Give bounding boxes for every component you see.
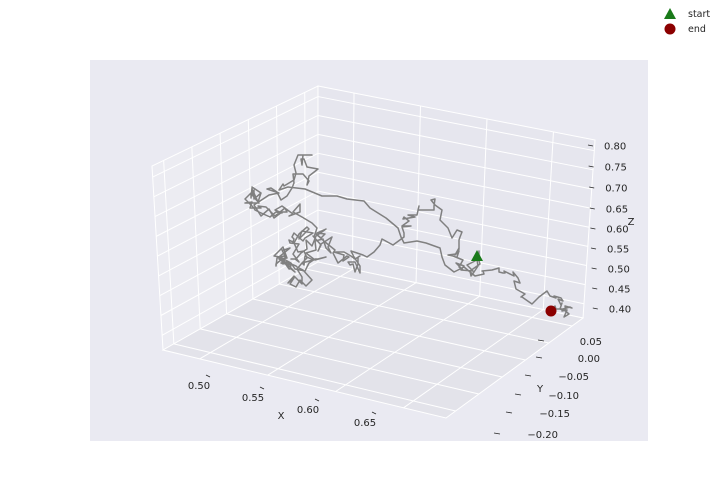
y-grid-left — [247, 119, 254, 299]
x-grid-back — [542, 131, 554, 310]
legend-start-marker — [664, 8, 676, 19]
z-grid-back — [317, 133, 592, 190]
y-grid-left — [163, 160, 175, 344]
z-grid-left — [154, 133, 319, 218]
y-grid-floor — [305, 268, 573, 327]
x-tick-label: 0.65 — [354, 418, 376, 429]
z-grid-back — [317, 228, 586, 286]
y-tick-label: −0.10 — [548, 391, 579, 402]
z-tick-label: 0.70 — [605, 184, 627, 195]
walk-path — [244, 154, 573, 318]
y-tick-mark — [524, 374, 532, 377]
axis-panes — [151, 85, 596, 419]
z-tick-label: 0.55 — [607, 245, 629, 256]
y-axis-label: Y — [536, 384, 544, 395]
z-grid-back — [317, 96, 595, 152]
y-grid-floor — [279, 283, 549, 344]
z-grid-left — [153, 115, 319, 198]
x-grid-floor — [267, 282, 417, 376]
z-tick-label: 0.80 — [604, 142, 626, 153]
y-grid-floor — [252, 298, 526, 361]
z-grid-left — [155, 152, 319, 237]
z-grid-left — [161, 247, 319, 336]
x-grid-back — [351, 93, 355, 270]
z-tick-mark — [587, 144, 594, 147]
start-marker — [471, 250, 483, 261]
y-tick-mark — [514, 393, 522, 396]
y-tick-mark — [537, 339, 545, 342]
x-tick-mark — [371, 411, 377, 415]
z-tick-mark — [590, 247, 597, 250]
axis-labels: X Y Z — [278, 217, 635, 422]
z-tick-mark — [592, 287, 598, 290]
z-grid-back — [317, 152, 591, 209]
y-grid-left — [219, 133, 228, 314]
x-tick-label: 0.60 — [297, 405, 319, 416]
x-grid-floor — [335, 295, 480, 392]
z-grid-left — [159, 209, 319, 297]
z-tick-mark — [588, 165, 594, 168]
legend-end-label: end — [688, 24, 706, 35]
legend-start-label: start — [688, 9, 710, 20]
legend: start end — [664, 8, 710, 35]
z-grid-back — [317, 114, 594, 171]
y-tick-mark — [505, 411, 513, 414]
z-tick-label: 0.65 — [606, 205, 628, 216]
y-tick-label: 0.05 — [580, 337, 602, 348]
z-tick-mark — [592, 307, 598, 310]
z-tick-mark — [589, 186, 595, 189]
z-tick-label: 0.45 — [608, 285, 630, 296]
endpoint-markers — [471, 250, 557, 317]
y-grid-left — [191, 146, 201, 329]
x-tick-mark — [259, 386, 265, 390]
random-walk-line — [244, 154, 573, 318]
x-axis-label: X — [278, 411, 285, 422]
y-grid-floor — [173, 343, 456, 412]
y-grid-floor — [200, 328, 479, 395]
x-grid-back — [415, 105, 421, 283]
x-grid-floor — [199, 268, 353, 360]
floor-pane — [161, 261, 585, 419]
tick-labels: 0.50 0.55 0.60 0.65 0.05 0.00 −0.05 −0.10 −0.15 −… — [188, 142, 631, 442]
z-tick-label: 0.40 — [609, 305, 631, 316]
y-tick-mark — [493, 432, 501, 435]
end-marker — [545, 305, 557, 317]
z-grid-left — [158, 190, 319, 277]
z-grid-left — [152, 96, 319, 178]
z-grid-left — [157, 171, 319, 257]
y-tick-label: −0.05 — [558, 372, 589, 383]
x-grid-back — [479, 118, 488, 297]
x-tick-mark — [205, 374, 211, 378]
z-tick-mark — [589, 207, 595, 210]
z-axis-label: Z — [628, 217, 635, 228]
legend-end-marker — [664, 23, 676, 35]
x-tick-mark — [314, 398, 320, 402]
y-tick-mark — [535, 356, 543, 359]
z-tick-mark — [591, 267, 597, 270]
y-grid-floor — [226, 313, 503, 378]
y-tick-label: −0.15 — [539, 409, 570, 420]
z-grid-back — [317, 171, 590, 228]
x-tick-label: 0.50 — [188, 381, 210, 392]
z-grid-back — [317, 247, 585, 305]
y-tick-label: 0.00 — [578, 354, 600, 365]
z-tick-mark — [590, 227, 596, 230]
y-tick-label: −0.20 — [527, 430, 558, 441]
x-grid-floor — [403, 309, 544, 409]
z-tick-label: 0.50 — [608, 265, 630, 276]
z-tick-label: 0.75 — [605, 163, 627, 174]
x-tick-label: 0.55 — [242, 393, 264, 404]
z-tick-label: 0.60 — [606, 225, 628, 236]
